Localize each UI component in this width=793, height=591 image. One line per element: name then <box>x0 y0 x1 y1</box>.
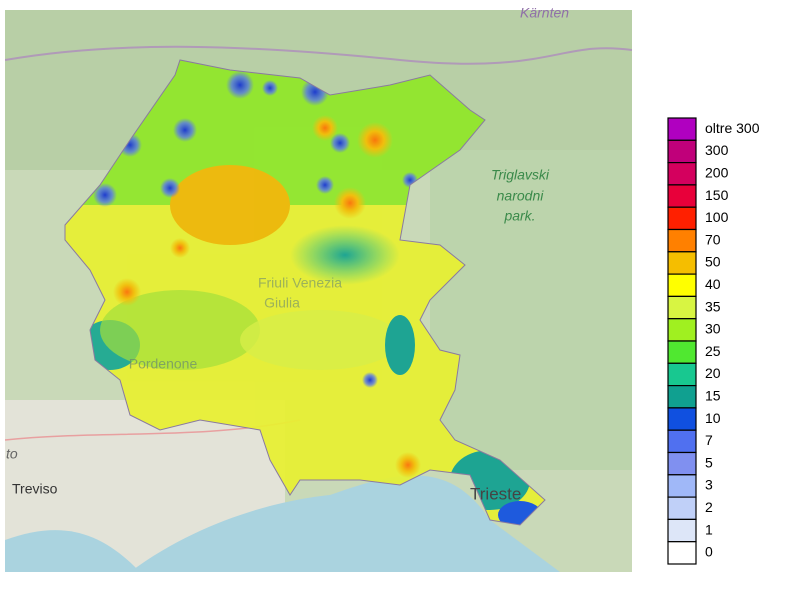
legend-swatch <box>667 474 697 498</box>
place-label: Giulia <box>264 295 300 311</box>
legend-swatch <box>667 139 697 164</box>
legend-swatch <box>667 295 697 320</box>
legend-swatch <box>667 518 697 543</box>
legend-label: 70 <box>705 231 721 247</box>
legend: oltre 3003002001501007050403530252015107… <box>667 117 760 565</box>
legend-label: 5 <box>705 454 713 470</box>
legend-swatch <box>667 206 697 231</box>
legend-label: 10 <box>705 410 721 426</box>
legend-swatch <box>667 340 697 364</box>
place-label: Pordenone <box>129 356 198 372</box>
legend-label: 1 <box>705 521 713 537</box>
legend-label: 150 <box>705 187 729 203</box>
place-label: Friuli Venezia <box>258 275 342 291</box>
legend-swatch <box>667 451 697 476</box>
legend-label: 20 <box>705 365 721 381</box>
legend-label: 15 <box>705 387 721 403</box>
legend-label: 40 <box>705 276 721 292</box>
place-label: Kärnten <box>520 5 569 21</box>
legend-label: 100 <box>705 209 729 225</box>
legend-swatch <box>667 496 697 521</box>
place-label: Treviso <box>12 481 58 497</box>
legend-swatch <box>667 407 697 431</box>
legend-swatch <box>667 541 697 565</box>
legend-label: 200 <box>705 164 729 180</box>
legend-swatch <box>667 273 697 298</box>
legend-label: 0 <box>705 544 713 560</box>
legend-label: 25 <box>705 343 721 359</box>
labels: Kärnten Triglavski narodni park. Friuli … <box>6 5 569 504</box>
place-label: Triglavski <box>491 167 550 183</box>
legend-label: 300 <box>705 142 729 158</box>
legend-swatch <box>667 184 697 208</box>
place-label: narodni <box>497 188 545 204</box>
legend-label: 3 <box>705 477 713 493</box>
legend-label: 2 <box>705 499 713 515</box>
place-label: to <box>6 446 18 462</box>
legend-swatch <box>667 162 697 186</box>
legend-label: 35 <box>705 298 721 314</box>
legend-label: 7 <box>705 432 713 448</box>
place-label: park. <box>503 208 535 224</box>
place-label: Trieste <box>470 484 521 503</box>
legend-label: oltre 300 <box>705 120 760 136</box>
legend-label: 30 <box>705 321 721 337</box>
legend-swatch <box>667 251 697 275</box>
legend-swatch <box>667 117 697 141</box>
legend-swatch <box>667 362 697 387</box>
legend-swatch <box>667 429 697 454</box>
legend-swatch <box>667 385 697 409</box>
legend-swatch <box>667 228 697 253</box>
legend-label: 50 <box>705 254 721 270</box>
legend-swatch <box>667 318 697 342</box>
